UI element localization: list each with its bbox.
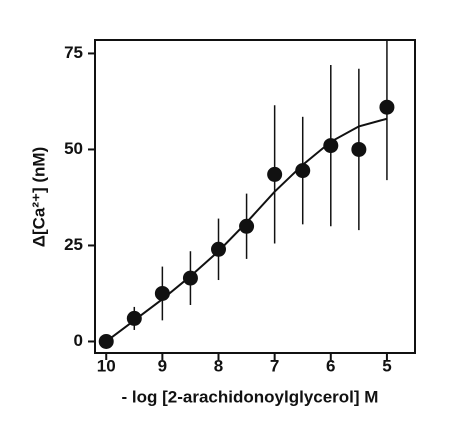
x-axis-label: - log [2-arachidonoylglycerol] M [122,387,379,406]
data-point [154,285,170,301]
data-point [379,99,395,115]
data-point [211,241,227,257]
plot-frame [94,39,416,354]
y-tick-label: 50 [64,139,83,158]
x-tick-label: 8 [214,356,223,375]
y-tick-label: 25 [64,235,83,254]
data-point [182,270,198,286]
x-tick-label: 10 [97,356,116,375]
data-point [267,166,283,182]
data-point [295,163,311,179]
data-point [239,218,255,234]
data-point [98,333,114,349]
y-tick-label: 75 [64,43,83,62]
x-tick-label: 6 [326,356,335,375]
data-point [323,138,339,154]
x-tick-label: 7 [270,356,279,375]
data-point [351,141,367,157]
y-tick-label: 0 [74,331,83,350]
data-point [126,310,142,326]
y-axis-label: Δ[Ca²⁺] (nM) [29,147,48,248]
x-tick-label: 9 [158,356,167,375]
x-tick-label: 5 [382,356,391,375]
